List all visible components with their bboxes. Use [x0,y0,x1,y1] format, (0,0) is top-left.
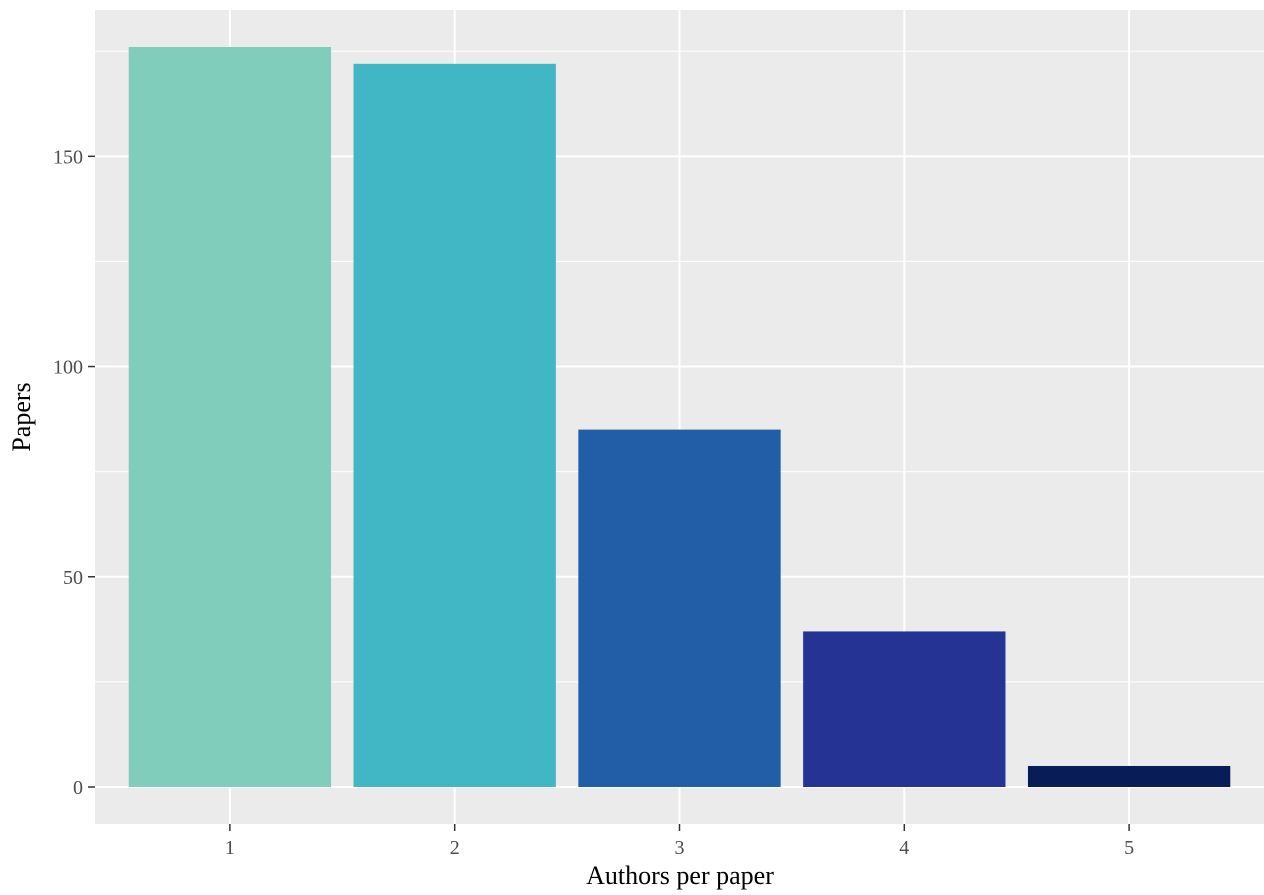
y-tick-label: 100 [53,357,83,379]
bar-3 [578,429,781,787]
y-tick-label: 50 [63,567,83,589]
y-axis: 0 50 100 150 [53,146,95,799]
x-tick-label: 2 [450,837,460,859]
x-tick-label: 1 [225,837,235,859]
x-axis: 1 2 3 4 5 [225,824,1134,859]
bar-1 [128,47,332,787]
y-tick-label: 0 [73,777,83,799]
bar-2 [353,63,556,788]
bar-4 [803,631,1006,787]
x-tick-label: 3 [675,837,685,859]
y-axis-title: Papers [7,382,36,451]
y-tick-label: 150 [53,146,83,168]
x-tick-label: 4 [899,837,909,859]
bars [128,47,1231,788]
x-tick-label: 5 [1124,837,1134,859]
x-axis-title: Authors per paper [586,861,774,890]
bar-5 [1027,765,1231,787]
